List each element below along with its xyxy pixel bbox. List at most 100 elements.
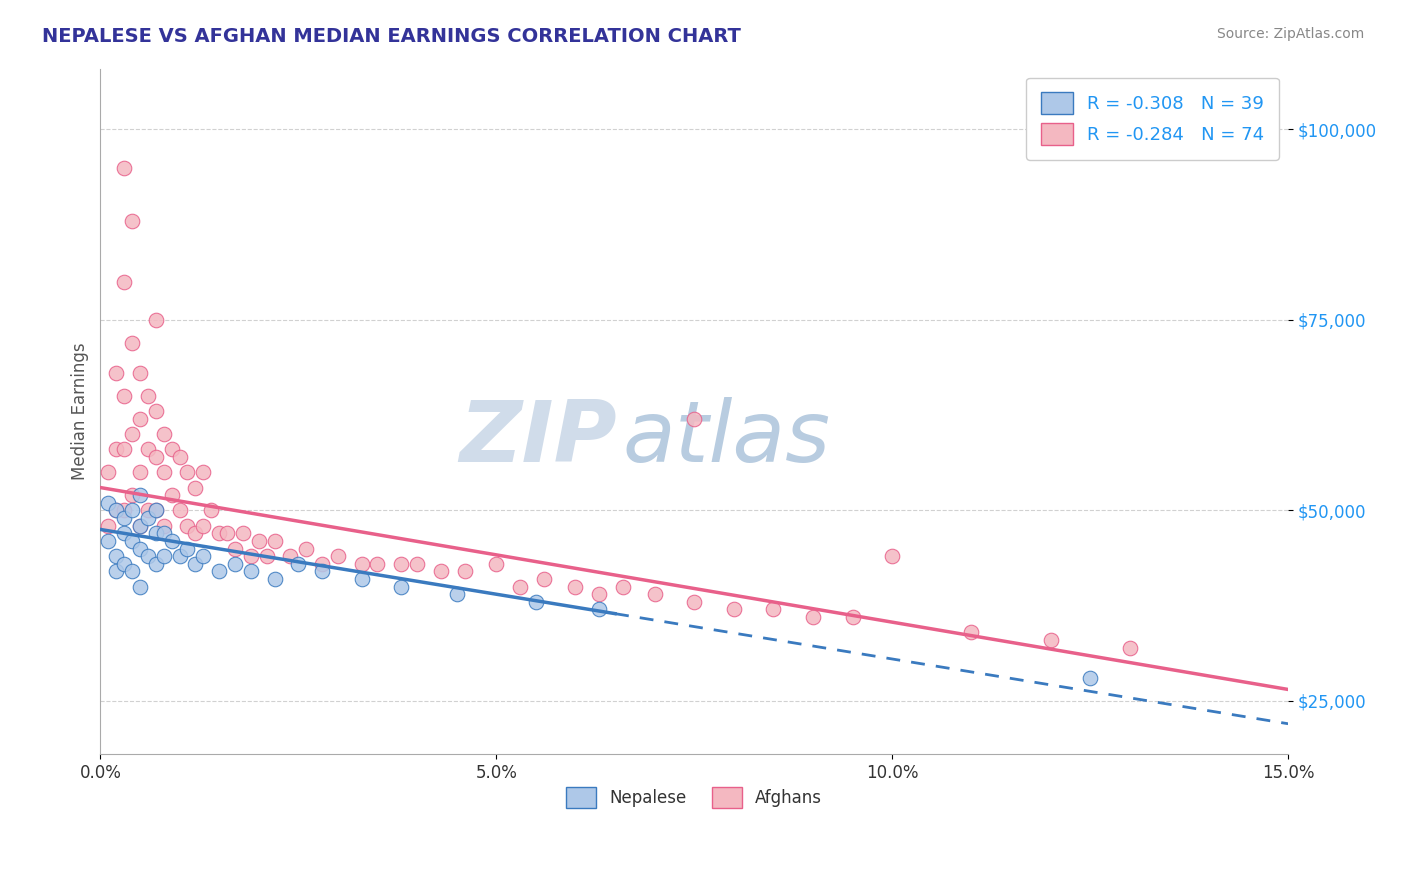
Point: [145, 503, 167, 517]
Point: [145, 313, 167, 327]
Point: [644, 587, 666, 601]
Point: [129, 580, 152, 594]
Point: [263, 533, 285, 548]
Point: [485, 557, 508, 571]
Point: [350, 572, 373, 586]
Point: [152, 526, 174, 541]
Y-axis label: Median Earnings: Median Earnings: [72, 343, 89, 480]
Text: ZIP: ZIP: [460, 397, 617, 480]
Point: [1078, 671, 1101, 685]
Point: [97, 518, 120, 533]
Text: NEPALESE VS AFGHAN MEDIAN EARNINGS CORRELATION CHART: NEPALESE VS AFGHAN MEDIAN EARNINGS CORRE…: [42, 27, 741, 45]
Point: [97, 466, 120, 480]
Point: [801, 610, 824, 624]
Point: [588, 587, 610, 601]
Point: [121, 503, 143, 517]
Point: [97, 496, 120, 510]
Point: [105, 503, 128, 517]
Point: [232, 526, 254, 541]
Point: [612, 580, 634, 594]
Point: [152, 427, 174, 442]
Point: [129, 518, 152, 533]
Point: [105, 442, 128, 457]
Point: [121, 427, 143, 442]
Point: [406, 557, 429, 571]
Point: [280, 549, 302, 563]
Point: [723, 602, 745, 616]
Point: [960, 625, 983, 640]
Point: [129, 541, 152, 556]
Point: [145, 503, 167, 517]
Point: [129, 518, 152, 533]
Point: [121, 488, 143, 502]
Point: [121, 565, 143, 579]
Point: [841, 610, 863, 624]
Point: [112, 442, 135, 457]
Point: [762, 602, 785, 616]
Point: [145, 557, 167, 571]
Point: [1119, 640, 1142, 655]
Point: [160, 533, 183, 548]
Legend: Nepalese, Afghans: Nepalese, Afghans: [560, 780, 830, 814]
Point: [295, 541, 318, 556]
Point: [366, 557, 388, 571]
Point: [112, 526, 135, 541]
Point: [311, 565, 333, 579]
Point: [129, 412, 152, 426]
Point: [176, 518, 198, 533]
Point: [169, 503, 191, 517]
Point: [193, 549, 215, 563]
Point: [287, 557, 309, 571]
Point: [533, 572, 555, 586]
Text: Source: ZipAtlas.com: Source: ZipAtlas.com: [1216, 27, 1364, 41]
Point: [389, 580, 412, 594]
Point: [446, 587, 468, 601]
Point: [239, 565, 262, 579]
Point: [224, 557, 246, 571]
Point: [263, 572, 285, 586]
Point: [215, 526, 238, 541]
Point: [239, 549, 262, 563]
Point: [145, 404, 167, 418]
Point: [112, 275, 135, 289]
Point: [247, 533, 270, 548]
Point: [136, 389, 159, 403]
Point: [97, 533, 120, 548]
Point: [105, 503, 128, 517]
Point: [129, 488, 152, 502]
Point: [208, 565, 231, 579]
Text: atlas: atlas: [623, 397, 831, 480]
Point: [184, 526, 207, 541]
Point: [129, 366, 152, 380]
Point: [112, 389, 135, 403]
Point: [350, 557, 373, 571]
Point: [882, 549, 904, 563]
Point: [121, 533, 143, 548]
Point: [430, 565, 453, 579]
Point: [524, 595, 547, 609]
Point: [683, 412, 706, 426]
Point: [136, 503, 159, 517]
Point: [588, 602, 610, 616]
Point: [145, 450, 167, 464]
Point: [184, 481, 207, 495]
Point: [509, 580, 531, 594]
Point: [200, 503, 222, 517]
Point: [152, 549, 174, 563]
Point: [152, 518, 174, 533]
Point: [564, 580, 586, 594]
Point: [683, 595, 706, 609]
Point: [256, 549, 278, 563]
Point: [121, 335, 143, 350]
Point: [184, 557, 207, 571]
Point: [176, 466, 198, 480]
Point: [176, 541, 198, 556]
Point: [311, 557, 333, 571]
Point: [152, 466, 174, 480]
Point: [326, 549, 349, 563]
Point: [121, 214, 143, 228]
Point: [193, 518, 215, 533]
Point: [105, 549, 128, 563]
Point: [112, 503, 135, 517]
Point: [136, 511, 159, 525]
